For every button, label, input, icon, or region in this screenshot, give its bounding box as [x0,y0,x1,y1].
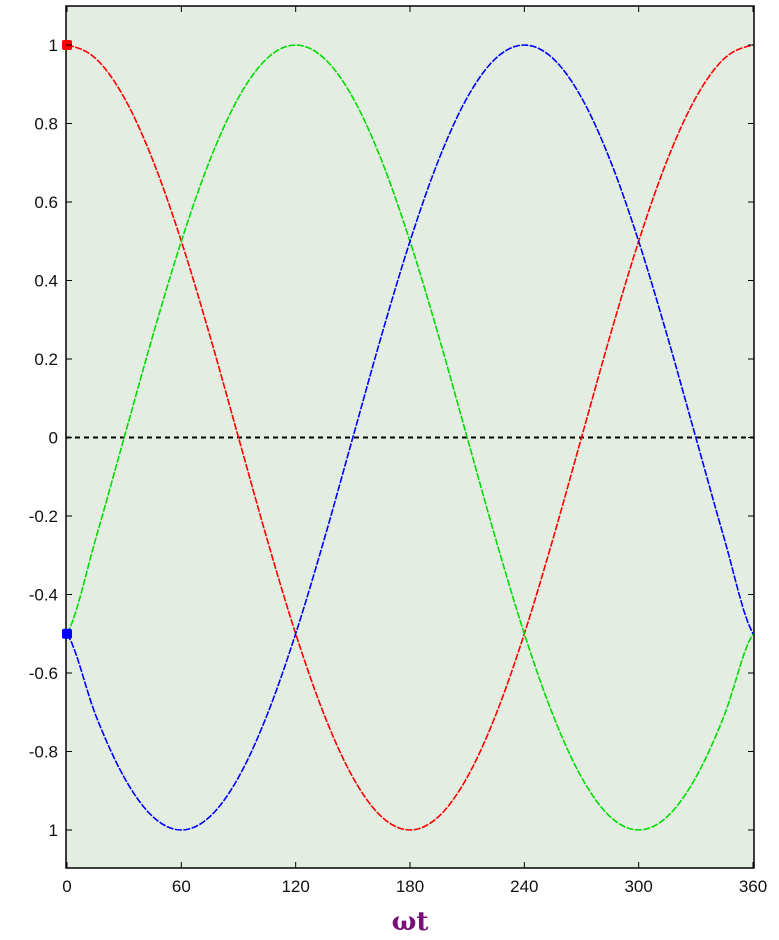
y-tick-label: 1 [49,36,58,55]
y-tick-label: -0.4 [29,586,58,605]
y-tick-label: 0.6 [34,193,58,212]
x-tick-label: 0 [62,877,71,896]
y-tick-label: 0.2 [34,350,58,369]
marker-point-2 [62,629,72,639]
y-tick-label: 0.8 [34,115,58,134]
x-tick-label: 180 [396,877,424,896]
y-tick-label: 1 [49,821,58,840]
y-tick-label: -0.6 [29,664,58,683]
y-tick-label: 0.4 [34,272,58,291]
x-tick-label: 240 [510,877,538,896]
x-tick-label: 120 [281,877,309,896]
x-axis-label: ωt [392,907,429,937]
x-tick-label: 60 [172,877,191,896]
x-tick-label: 360 [739,877,767,896]
y-tick-label: -0.2 [29,507,58,526]
x-tick-label: 300 [624,877,652,896]
y-tick-label: -0.8 [29,743,58,762]
y-tick-label: 0 [49,429,58,448]
